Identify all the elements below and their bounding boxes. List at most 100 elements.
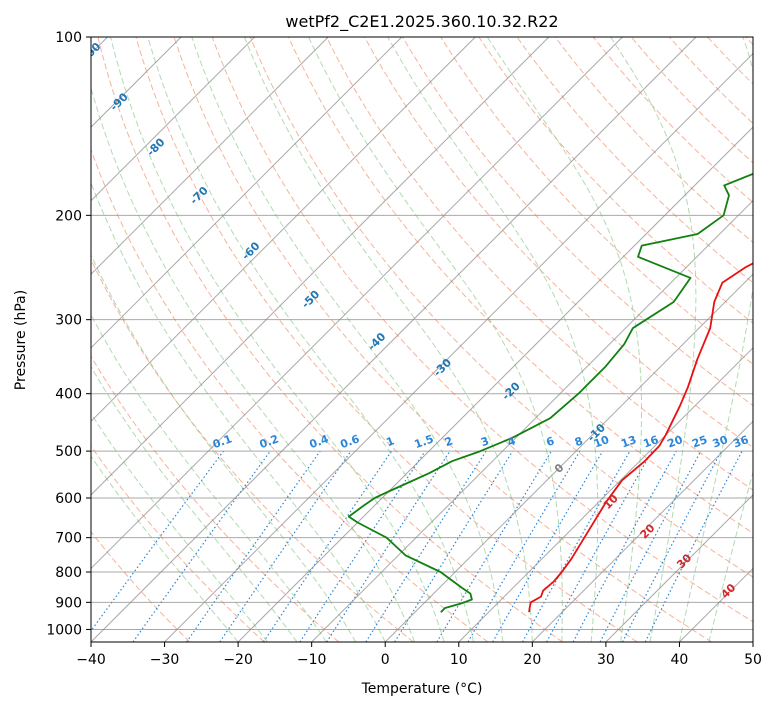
mixing-ratio-lines [91, 450, 743, 642]
isotherm-gridline [91, 37, 256, 202]
x-tick-label: 20 [523, 652, 541, 668]
dewpoint-profile [347, 172, 753, 613]
isotherm-gridline [91, 37, 329, 275]
mixing-ratio-line [132, 450, 271, 642]
temperature-profile [528, 262, 753, 613]
y-axis-ticks: 100 200 300 400 500 600 700 800 900 1000 [46, 30, 91, 638]
dry-adiabat [592, 37, 753, 204]
mixing-ratio-label: 0.6 [338, 432, 361, 451]
y-tick-label: 100 [55, 30, 82, 46]
dry-adiabat [707, 37, 753, 85]
mixing-ratio-label: 2 [443, 434, 455, 449]
moist-adiabat [243, 37, 533, 642]
dry-adiabat [287, 37, 753, 534]
dry-adiabat [402, 37, 753, 407]
isotherm-gridline [91, 37, 476, 423]
dry-adiabat [97, 37, 563, 642]
x-tick-label: 10 [450, 652, 468, 668]
moist-adiabat [91, 313, 327, 642]
dry-adiabat-label: -60 [239, 239, 262, 262]
y-axis-label: Pressure (hPa) [13, 290, 29, 390]
y-tick-label: 800 [55, 565, 82, 581]
mixing-ratio-label: 10 [592, 433, 611, 451]
mixing-ratio-label: 6 [544, 434, 556, 449]
dry-adiabat [440, 37, 753, 365]
moist-adiabat [387, 37, 599, 642]
mixing-ratio-line [492, 450, 604, 642]
plot-area: -100-90-80-70-60-50-40-30-20-100.1 0.2 0.4… [91, 37, 753, 642]
isotherm-gridline [752, 641, 753, 642]
isotherm-gridline [679, 567, 753, 642]
dry-adiabat-label: -40 [365, 330, 388, 353]
isotherm-gridline [458, 347, 753, 642]
mixing-ratio-label: 8 [573, 434, 585, 449]
y-tick-label: 700 [55, 531, 82, 547]
dry-adiabat [554, 37, 753, 244]
moist-adiabat [91, 412, 268, 642]
dry-adiabat [91, 258, 414, 642]
moist-adiabat [610, 37, 697, 642]
mixing-ratio-line [521, 450, 631, 642]
moist-adiabat-label: 10 [601, 492, 621, 512]
data-series [347, 172, 753, 613]
moist-adiabat [110, 37, 445, 642]
mixing-ratio-line [394, 450, 514, 642]
dry-adiabat-label: -90 [108, 90, 131, 113]
mixing-ratio-label: 0.1 [211, 432, 234, 451]
mixing-ratio-label: 16 [641, 433, 660, 451]
moist-adiabat [308, 37, 563, 642]
chart-title: wetPf2_C2E1.2025.360.10.32.R22 [285, 12, 558, 32]
mixing-ratio-line [467, 450, 581, 642]
pressure-gridlines [91, 37, 753, 630]
dry-adiabat [249, 37, 753, 578]
mixing-ratio-line [299, 450, 426, 642]
x-tick-label: −10 [297, 652, 327, 668]
dry-adiabat [630, 37, 753, 164]
mixing-ratio-line [572, 450, 677, 642]
moist-adiabat-label: 30 [674, 551, 694, 571]
x-tick-label: −30 [150, 652, 180, 668]
mixing-ratio-label: 20 [666, 433, 685, 451]
mixing-ratio-line [219, 450, 352, 642]
moist-adiabat [147, 37, 474, 642]
dry-adiabat [91, 445, 265, 642]
x-tick-label: −20 [223, 652, 253, 668]
isotherm-gridline [91, 37, 403, 349]
dry-adiabat [91, 148, 489, 642]
moist-adiabats [91, 37, 753, 642]
dry-adiabat [135, 37, 638, 642]
y-tick-label: 300 [55, 313, 82, 329]
plot-frame [90, 36, 754, 643]
x-axis-label: Temperature (°C) [361, 681, 483, 697]
dry-adiabat-label: -30 [431, 356, 454, 379]
y-tick-label: 600 [55, 491, 82, 507]
isotherm-gridline [164, 52, 753, 642]
dry-adiabat-label: -80 [144, 135, 167, 158]
mixing-ratio-line [436, 450, 553, 642]
dry-adiabat-label: -50 [299, 288, 322, 311]
moist-adiabat [678, 37, 753, 642]
x-tick-label: 0 [381, 652, 390, 668]
mixing-ratio-line [644, 450, 743, 642]
x-tick-label: 30 [597, 652, 615, 668]
moist-adiabat [91, 181, 386, 642]
isotherm-gridline [91, 37, 697, 642]
y-tick-label: 200 [55, 208, 82, 224]
mixing-ratio-label: 1 [385, 434, 397, 449]
moist-adiabat [191, 37, 504, 642]
moist-adiabat [91, 365, 298, 642]
mixing-ratio-label: 36 [731, 433, 750, 451]
mixing-ratio-label: 0.2 [258, 432, 281, 451]
isotherm-gridline [384, 273, 753, 642]
moist-adiabat [708, 470, 753, 642]
mixing-ratio-label: 25 [690, 433, 709, 450]
x-tick-label: 50 [744, 652, 762, 668]
moist-adiabat-label: 40 [718, 581, 738, 601]
dry-adiabat [516, 37, 753, 284]
dry-adiabat [91, 355, 340, 642]
mixing-ratio-label: 4 [506, 434, 518, 449]
dry-adiabat [669, 37, 753, 125]
x-axis-ticks: −40 −30 −20 −10 0 10 20 30 40 50 [76, 642, 762, 668]
mixing-ratio-line [326, 450, 451, 642]
mixing-ratio-line [91, 450, 224, 632]
